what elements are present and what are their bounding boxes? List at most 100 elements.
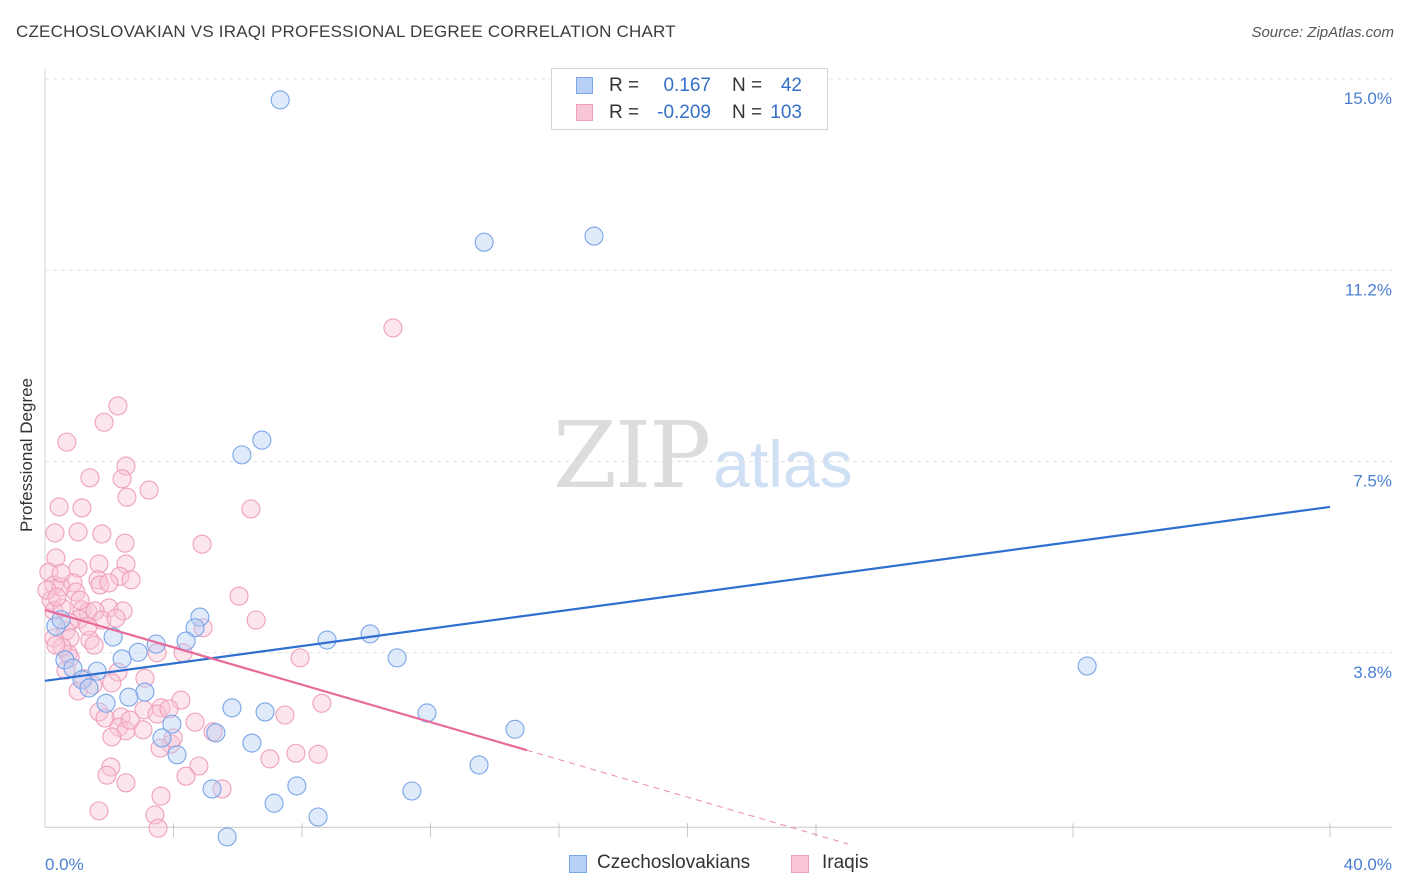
- iraqis-point: [99, 573, 119, 593]
- czechoslovakians-point: [185, 618, 205, 638]
- stats-legend: R = 0.167 N = 42 R = -0.209 N = 103: [551, 68, 828, 130]
- iraqis-point: [97, 765, 117, 785]
- iraqis-point: [110, 566, 130, 586]
- iraqis-point: [84, 635, 104, 655]
- czechoslovakians-point: [255, 702, 275, 722]
- czechoslovakians-point: [264, 793, 284, 813]
- iraqis-point: [212, 779, 232, 799]
- iraqis-point: [56, 660, 76, 680]
- iraqis-point: [80, 468, 100, 488]
- czechoslovakians-point: [469, 755, 489, 775]
- legend-r-label: R =: [609, 75, 640, 96]
- czechoslovakians-point: [46, 616, 66, 636]
- czechoslovakians-point: [112, 649, 132, 669]
- iraqis-point: [133, 720, 153, 740]
- iraqis-point: [102, 727, 122, 747]
- iraqis-point: [139, 480, 159, 500]
- iraqis-point: [246, 610, 266, 630]
- iraqis-point: [151, 786, 171, 806]
- iraqis-point: [286, 743, 306, 763]
- y-tick-label: 7.5%: [1353, 472, 1392, 491]
- czechoslovakians-point: [222, 698, 242, 718]
- iraqis-point: [108, 396, 128, 416]
- legend-row-czechoslovakians: R = 0.167 N = 42: [552, 74, 827, 100]
- iraqis-point: [147, 704, 167, 724]
- y-tick-label: 11.2%: [1345, 280, 1392, 299]
- czechoslovakians-point: [474, 232, 494, 252]
- czechoslovakians-point: [232, 445, 252, 465]
- bottom-legend-swatch-iraqis: [791, 855, 809, 873]
- iraqis-point: [229, 586, 249, 606]
- iraqis-point: [45, 523, 65, 543]
- czechoslovakians-point: [387, 648, 407, 668]
- iraqis-point: [41, 590, 61, 610]
- czechoslovakians-point: [270, 90, 290, 110]
- iraqis-point: [68, 681, 88, 701]
- iraqis-point: [72, 498, 92, 518]
- iraqis-point: [37, 580, 57, 600]
- iraqis-point: [193, 618, 213, 638]
- czechoslovakians-point: [360, 624, 380, 644]
- source-credit: Source: ZipAtlas.com: [1251, 24, 1394, 41]
- iraqis-point: [290, 648, 310, 668]
- iraqis-point: [95, 708, 115, 728]
- bottom-legend-swatch-czechoslovakians: [569, 855, 587, 873]
- iraqis-point: [121, 570, 141, 590]
- bottom-legend-label-czechoslovakians: Czechoslovakians: [597, 852, 751, 873]
- czechoslovakians-point: [87, 661, 107, 681]
- iraqis-point: [116, 456, 136, 476]
- legend-swatch-iraqis: [576, 104, 593, 121]
- iraqis-point: [120, 710, 140, 730]
- y-tick-label: 3.8%: [1353, 663, 1392, 682]
- iraqis-point: [112, 469, 132, 489]
- czechoslovakians-point: [505, 719, 525, 739]
- x-tick-label: 0.0%: [45, 855, 84, 874]
- czechoslovakians-point: [128, 642, 148, 662]
- iraqis-trendline: [44, 608, 528, 752]
- iraqis-point: [113, 601, 133, 621]
- iraqis-point: [383, 318, 403, 338]
- czechoslovakians-point: [308, 807, 328, 827]
- legend-swatch-czechoslovakians: [576, 77, 593, 94]
- legend-n-label: N =: [732, 102, 763, 123]
- iraqis-point: [68, 522, 88, 542]
- iraqis-point: [185, 712, 205, 732]
- czechoslovakians-point: [103, 627, 123, 647]
- iraqis-point: [312, 693, 332, 713]
- iraqis-point: [49, 497, 69, 517]
- czechoslovakians-point: [96, 693, 116, 713]
- czechoslovakians-point: [217, 827, 237, 847]
- legend-r-value: 0.167: [663, 75, 711, 96]
- iraqis-point: [192, 534, 212, 554]
- iraqis-point: [89, 801, 109, 821]
- legend-n-value: 103: [770, 102, 802, 123]
- czechoslovakians-point: [242, 733, 262, 753]
- iraqis-point: [275, 705, 295, 725]
- iraqis-point: [308, 744, 328, 764]
- czechoslovakians-point: [167, 745, 187, 765]
- czechoslovakians-point: [252, 430, 272, 450]
- iraqis-point: [70, 590, 90, 610]
- czechoslovakians-point: [176, 631, 196, 651]
- iraqis-point: [260, 749, 280, 769]
- legend-n-value: 42: [780, 75, 802, 96]
- iraqis-point: [46, 635, 66, 655]
- czechoslovakians-point: [190, 607, 210, 627]
- bottom-legend-label-iraqis: Iraqis: [822, 852, 869, 873]
- iraqis-point: [94, 412, 114, 432]
- legend-r-value: -0.209: [657, 102, 711, 123]
- iraqis-point: [115, 533, 135, 553]
- czechoslovakians-point: [55, 650, 75, 670]
- iraqis-point: [241, 499, 261, 519]
- iraqis-point: [92, 524, 112, 544]
- iraqis-point: [116, 773, 136, 793]
- czechoslovakians-point: [584, 226, 604, 246]
- czechoslovakians-point: [402, 781, 422, 801]
- czechoslovakians-point: [79, 678, 99, 698]
- legend-r-label: R =: [609, 102, 640, 123]
- czechoslovakians-point: [162, 714, 182, 734]
- iraqis-point: [116, 721, 136, 741]
- iraqis-point: [117, 487, 137, 507]
- czechoslovakians-trendline: [44, 505, 1331, 682]
